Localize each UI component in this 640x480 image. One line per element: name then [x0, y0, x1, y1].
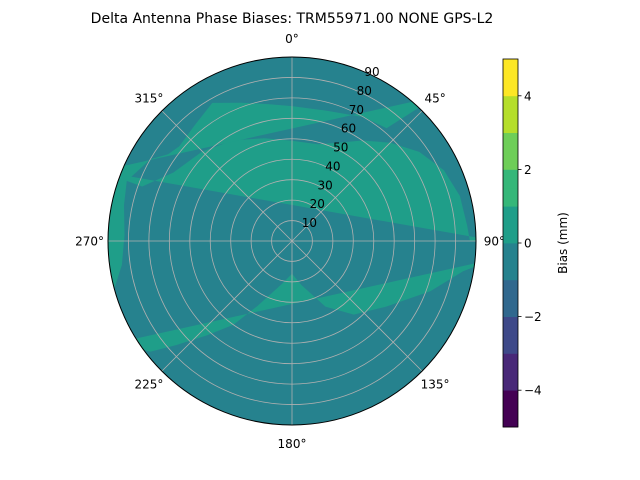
- azimuth-label: 45°: [424, 91, 445, 105]
- colorbar-band: [503, 77, 518, 97]
- polar-grid: [108, 57, 476, 425]
- radial-tick-label: 10: [302, 216, 317, 230]
- colorbar-tick-label: −2: [524, 310, 542, 324]
- azimuth-label: 90°: [484, 235, 505, 249]
- radial-tick-label: 40: [325, 159, 340, 173]
- colorbar-band: [503, 95, 518, 115]
- colorbar: −4 −2 0 2 4 Bias (mm): [502, 58, 570, 428]
- azimuth-label: 0°: [285, 32, 299, 46]
- contour-region-north-cap: [108, 96, 437, 181]
- radial-tick-label: 70: [349, 103, 364, 117]
- grid-spoke-135: [291, 240, 423, 372]
- azimuth-label: 135°: [421, 378, 450, 392]
- radial-tick-label: 60: [341, 122, 356, 136]
- grid-spoke-45: [291, 110, 423, 242]
- grid-spoke-225: [161, 240, 293, 372]
- azimuth-label: 270°: [75, 235, 104, 249]
- colorbar-band: [503, 243, 518, 262]
- colorbar-tick-label: 4: [524, 89, 532, 103]
- colorbar-band: [503, 169, 518, 189]
- colorbar-band: [503, 353, 518, 373]
- azimuth-label: 225°: [134, 378, 163, 392]
- grid-spoke-315: [161, 110, 293, 242]
- colorbar-band: [503, 279, 518, 299]
- colorbar-tick-label: −4: [524, 384, 542, 398]
- colorbar-band: [503, 59, 518, 78]
- colorbar-tick-label: 0: [524, 237, 532, 251]
- contour-region-south-lobe: [114, 258, 476, 352]
- colorbar-band: [503, 206, 518, 225]
- contour-region-north-ring: [108, 138, 476, 241]
- colorbar-band: [503, 390, 518, 409]
- colorbar-band: [503, 114, 518, 133]
- radial-tick-label: 30: [318, 178, 333, 192]
- colorbar-band: [503, 261, 518, 281]
- polar-plot-area: 10 20 30 40 50 60 70 80 90 0° 45° 90° 135° 180° 225° 27…: [75, 32, 505, 451]
- colorbar-band: [503, 187, 518, 207]
- contour-regions: [108, 96, 476, 352]
- colorbar-band: [503, 224, 518, 244]
- contour-region-west-patch: [108, 138, 127, 311]
- radial-tick-label: 50: [333, 141, 348, 155]
- polar-frame: [107, 56, 477, 426]
- colorbar-band: [503, 132, 518, 152]
- radial-tick-label: 80: [357, 84, 372, 98]
- colorbar-band: [503, 371, 518, 391]
- chart-title: Delta Antenna Phase Biases: TRM55971.00 …: [91, 11, 494, 27]
- colorbar-tick-label: 2: [524, 163, 532, 177]
- colorbar-band: [503, 335, 518, 354]
- azimuth-label: 180°: [278, 437, 307, 451]
- colorbar-band: [503, 298, 518, 317]
- colorbar-label: Bias (mm): [556, 212, 570, 274]
- colorbar-band: [503, 316, 518, 336]
- colorbar-band: [503, 151, 518, 170]
- azimuth-label: 315°: [134, 91, 163, 105]
- radial-tick-label: 20: [310, 197, 325, 211]
- colorbar-band: [503, 408, 518, 428]
- radial-tick-label: 90: [364, 65, 379, 79]
